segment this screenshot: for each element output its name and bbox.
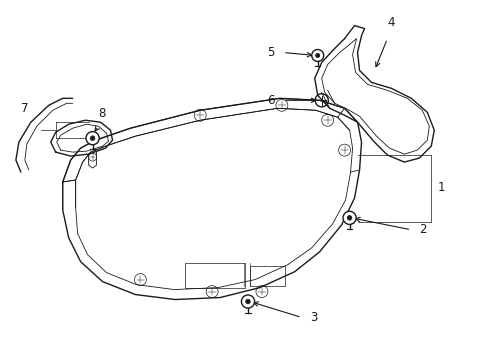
Circle shape — [86, 132, 99, 145]
Bar — [185, 263, 245, 288]
Text: 1: 1 — [437, 181, 445, 194]
Circle shape — [242, 295, 255, 308]
Text: 4: 4 — [388, 15, 395, 28]
Circle shape — [347, 216, 352, 220]
Text: 3: 3 — [310, 311, 317, 324]
Circle shape — [343, 211, 356, 224]
Text: 6: 6 — [268, 94, 275, 107]
Text: 2: 2 — [419, 223, 427, 236]
Circle shape — [316, 53, 320, 58]
Bar — [250, 266, 285, 285]
Text: 7: 7 — [22, 102, 29, 115]
Circle shape — [245, 299, 250, 304]
Text: 8: 8 — [98, 107, 106, 120]
Text: 5: 5 — [268, 46, 275, 59]
Circle shape — [90, 136, 95, 140]
Circle shape — [312, 50, 324, 62]
